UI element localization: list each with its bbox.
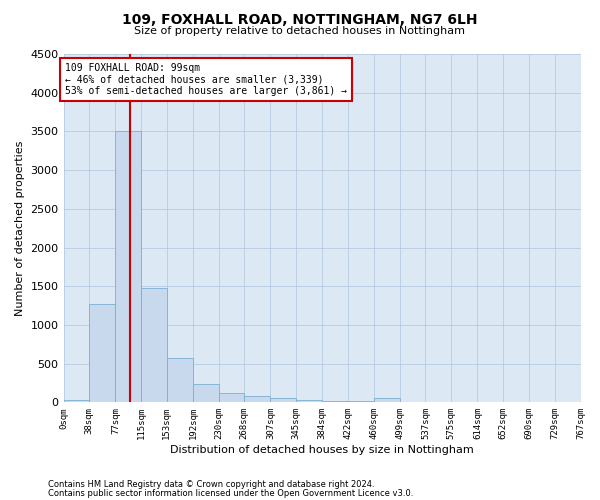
Bar <box>271 398 296 402</box>
Text: 109, FOXHALL ROAD, NOTTINGHAM, NG7 6LH: 109, FOXHALL ROAD, NOTTINGHAM, NG7 6LH <box>122 12 478 26</box>
Bar <box>296 400 322 402</box>
Bar <box>193 384 218 402</box>
Bar <box>167 358 193 403</box>
Bar <box>322 401 348 402</box>
Text: Size of property relative to detached houses in Nottingham: Size of property relative to detached ho… <box>134 26 466 36</box>
Bar <box>218 394 244 402</box>
Bar <box>141 288 167 403</box>
Text: Contains public sector information licensed under the Open Government Licence v3: Contains public sector information licen… <box>48 488 413 498</box>
Bar <box>374 398 400 402</box>
Bar <box>89 304 115 402</box>
Bar <box>244 396 271 402</box>
Bar <box>64 400 89 402</box>
Y-axis label: Number of detached properties: Number of detached properties <box>15 140 25 316</box>
Bar <box>115 132 141 402</box>
Text: 109 FOXHALL ROAD: 99sqm
← 46% of detached houses are smaller (3,339)
53% of semi: 109 FOXHALL ROAD: 99sqm ← 46% of detache… <box>65 64 347 96</box>
X-axis label: Distribution of detached houses by size in Nottingham: Distribution of detached houses by size … <box>170 445 474 455</box>
Bar <box>348 401 374 402</box>
Text: Contains HM Land Registry data © Crown copyright and database right 2024.: Contains HM Land Registry data © Crown c… <box>48 480 374 489</box>
